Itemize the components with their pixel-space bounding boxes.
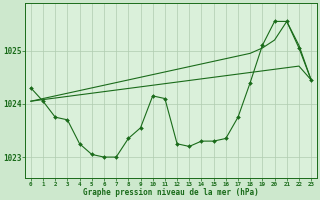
X-axis label: Graphe pression niveau de la mer (hPa): Graphe pression niveau de la mer (hPa) bbox=[83, 188, 259, 197]
